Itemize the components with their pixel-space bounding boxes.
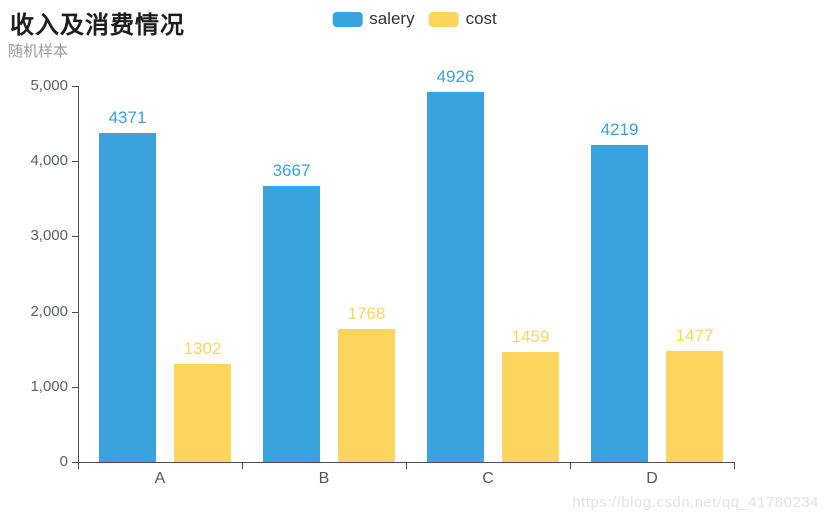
- x-axis-tick: [242, 463, 243, 469]
- bar-value-label: 3667: [272, 161, 311, 181]
- x-axis-category-label: B: [318, 470, 330, 487]
- bar-value-label: 1302: [183, 339, 222, 359]
- chart-title: 收入及消费情况: [10, 12, 185, 39]
- x-axis-category-label: D: [646, 470, 658, 487]
- y-axis-line: [78, 86, 79, 462]
- legend-item-cost[interactable]: cost: [428, 9, 497, 29]
- y-axis-tick-label: 2,000: [30, 302, 68, 320]
- x-axis-tick: [570, 463, 571, 469]
- x-axis-category-label: C: [482, 470, 494, 487]
- bar-value-label: 4219: [600, 119, 639, 139]
- legend-item-label: cost: [465, 9, 497, 28]
- bar-cost-D[interactable]: [666, 350, 723, 462]
- bar-value-label: 1768: [347, 304, 386, 324]
- bar-value-label: 4371: [108, 108, 147, 128]
- y-axis-tick-label: 0: [59, 453, 68, 470]
- y-axis-name: 随机样本: [8, 43, 69, 60]
- x-axis-tick: [406, 463, 407, 469]
- legend-swatch-icon: [332, 11, 363, 27]
- y-axis-tick: [72, 236, 78, 238]
- legend-item-label: salery: [369, 9, 415, 28]
- bar-salery-B[interactable]: [263, 186, 320, 462]
- bar-value-label: 4926: [436, 66, 475, 86]
- x-axis-line: [78, 462, 735, 463]
- y-axis-tick-label: 3,000: [30, 227, 68, 245]
- x-axis-tick: [78, 463, 79, 469]
- bar-salery-C[interactable]: [427, 91, 484, 462]
- y-axis-tick-label: 5,000: [30, 77, 68, 94]
- legend-swatch-icon: [428, 11, 459, 27]
- y-axis-tick: [72, 161, 78, 163]
- y-axis-tick: [72, 311, 78, 313]
- bar-cost-B[interactable]: [338, 329, 395, 462]
- bar-cost-A[interactable]: [174, 364, 231, 462]
- watermark: https://blog.csdn.net/qq_41780234: [572, 494, 819, 511]
- bar-salery-A[interactable]: [99, 133, 156, 462]
- bar-cost-C[interactable]: [502, 352, 559, 462]
- y-axis-tick: [72, 86, 78, 87]
- y-axis-tick-label: 4,000: [30, 152, 68, 170]
- x-axis-tick: [734, 463, 735, 469]
- bar-salery-D[interactable]: [591, 144, 648, 462]
- legend-item-salery[interactable]: salery: [332, 9, 415, 29]
- y-axis-tick: [72, 462, 78, 463]
- bar-value-label: 1477: [675, 325, 714, 345]
- x-axis-category-label: A: [154, 470, 166, 487]
- legend: salery cost: [332, 9, 497, 29]
- y-axis-tick-label: 1,000: [30, 377, 68, 395]
- bar-value-label: 1459: [511, 327, 550, 347]
- y-axis-tick: [72, 386, 78, 388]
